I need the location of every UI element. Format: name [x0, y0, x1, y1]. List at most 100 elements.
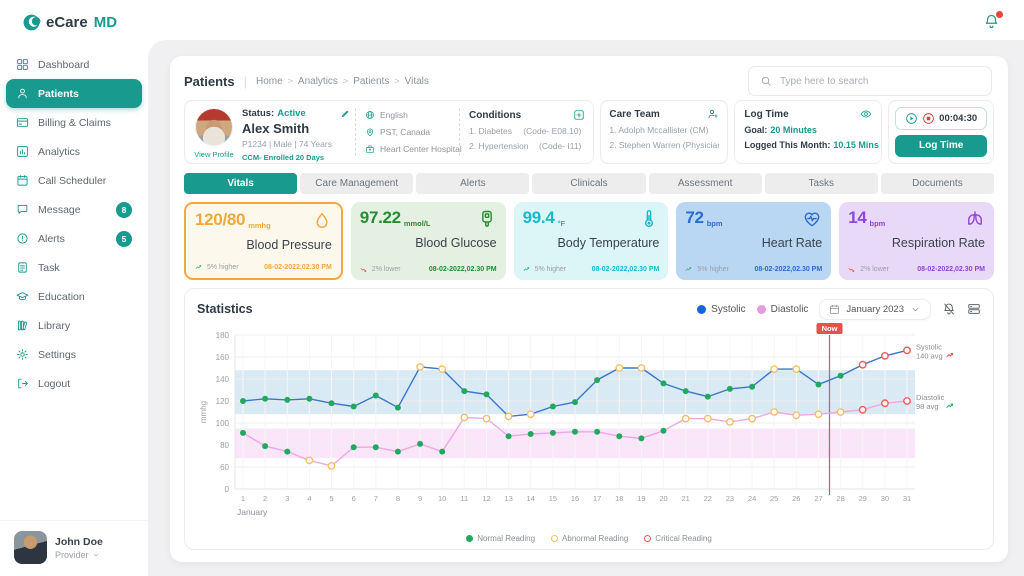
svg-text:29: 29: [859, 494, 867, 503]
add-user-icon[interactable]: [707, 108, 719, 120]
log-time-card: Log Time Goal: 20 Minutes Logged This Mon…: [734, 100, 883, 164]
svg-text:26: 26: [792, 494, 800, 503]
vital-card-blood-glucose[interactable]: 97.22 mmol/L Blood Glucose 2% lower 08-02-20…: [350, 202, 506, 280]
breadcrumb-item[interactable]: Patients: [353, 75, 390, 87]
legend-diastolic[interactable]: Diastolic: [756, 304, 808, 315]
edit-pencil-icon[interactable]: [340, 108, 351, 119]
vital-value: 14: [848, 208, 867, 227]
sidebar-item-logout[interactable]: Logout: [6, 369, 142, 398]
patient-details: English PST, Canada Heart Center Hospital: [355, 108, 462, 156]
period-select[interactable]: January 2023: [819, 298, 931, 320]
svg-text:13: 13: [504, 494, 512, 503]
tab-tasks[interactable]: Tasks: [764, 173, 878, 194]
svg-text:25: 25: [770, 494, 778, 503]
layout-icon[interactable]: [967, 302, 981, 316]
sidebar-item-analytics[interactable]: Analytics: [6, 137, 142, 166]
bell-slash-icon[interactable]: [942, 302, 956, 316]
legend-systolic[interactable]: Systolic: [697, 304, 746, 315]
svg-text:18: 18: [615, 494, 623, 503]
breadcrumb-item[interactable]: Analytics: [297, 75, 338, 87]
marker-legend-critical: Critical Reading: [644, 534, 712, 543]
vital-name: Body Temperature: [557, 236, 660, 250]
notifications-bell-icon[interactable]: [983, 11, 1003, 30]
analytics-icon: [16, 145, 29, 158]
tab-assessment[interactable]: Assessment: [648, 173, 762, 194]
vital-unit: °F: [557, 219, 566, 228]
sidebar-item-label: Alerts: [38, 232, 65, 245]
tab-alerts[interactable]: Alerts: [416, 173, 530, 194]
vital-card-blood-pressure[interactable]: 120/80 mmhg Blood Pressure 5% higher 08-02-2…: [184, 202, 343, 280]
care-team-title: Care Team: [609, 108, 660, 120]
sidebar-item-education[interactable]: Education: [6, 282, 142, 311]
svg-text:0: 0: [225, 485, 230, 494]
vital-trend: 5% higher: [685, 265, 729, 274]
svg-text:15: 15: [549, 494, 557, 503]
view-profile-link[interactable]: View Profile: [194, 150, 234, 159]
sidebar-item-label: Billing & Claims: [38, 116, 111, 129]
svg-text:5: 5: [329, 494, 333, 503]
lungs-icon: [965, 209, 985, 229]
statistics-card: Statistics Systolic Diastolic January 202…: [184, 288, 994, 550]
svg-text:12: 12: [482, 494, 490, 503]
svg-text:3: 3: [285, 494, 289, 503]
sidebar-item-billing-claims[interactable]: Billing & Claims: [6, 108, 142, 137]
brand-suffix: MD: [93, 14, 118, 31]
stop-icon[interactable]: [922, 112, 935, 125]
tab-vitals[interactable]: Vitals: [184, 173, 298, 194]
sidebar-item-label: Education: [38, 290, 85, 303]
svg-text:2: 2: [263, 494, 267, 503]
vital-name: Heart Rate: [761, 236, 823, 250]
user-profile[interactable]: John Doe Provider: [0, 520, 148, 576]
user-name: John Doe: [55, 535, 103, 548]
svg-text:6: 6: [352, 494, 356, 503]
patient-status: Status: Active: [242, 108, 351, 119]
sidebar-item-label: Task: [38, 261, 60, 274]
eye-icon[interactable]: [860, 108, 872, 120]
app-logo: eCare MD: [0, 0, 148, 40]
patient-detail: Heart Center Hospital: [365, 144, 462, 154]
sidebar-item-alerts[interactable]: Alerts 5: [6, 224, 142, 253]
sidebar: eCare MD Dashboard Patients Billing & Claim…: [0, 0, 148, 576]
user-role[interactable]: Provider: [55, 550, 103, 560]
svg-text:140 avg: 140 avg: [916, 351, 943, 360]
breadcrumb-item[interactable]: Vitals: [404, 75, 429, 87]
x-axis-month: January: [237, 507, 268, 517]
log-time-button[interactable]: Log Time: [895, 134, 987, 157]
vital-card-body-temperature[interactable]: 99.4 °F Body Temperature 5% higher 08-02-202…: [513, 202, 669, 280]
patient-detail: PST, Canada: [365, 127, 453, 137]
svg-text:27: 27: [814, 494, 822, 503]
billing-icon: [16, 116, 29, 129]
search-box[interactable]: [748, 66, 992, 96]
sidebar-item-settings[interactable]: Settings: [6, 340, 142, 369]
svg-text:17: 17: [593, 494, 601, 503]
vital-date: 08-02-2022,02.30 PM: [591, 266, 660, 273]
svg-text:23: 23: [726, 494, 734, 503]
sidebar-item-label: Settings: [38, 348, 76, 361]
legend-dot: [697, 304, 707, 314]
tab-documents[interactable]: Documents: [880, 173, 994, 194]
play-icon[interactable]: [905, 112, 918, 125]
breadcrumb-divider: |: [243, 73, 247, 89]
tab-clinicals[interactable]: Clinicals: [532, 173, 646, 194]
statistics-header: Statistics Systolic Diastolic January 202…: [197, 297, 981, 321]
patient-detail: English: [365, 110, 453, 120]
sidebar-item-call-scheduler[interactable]: Call Scheduler: [6, 166, 142, 195]
sidebar-item-dashboard[interactable]: Dashboard: [6, 50, 142, 79]
timer-card: 00:04:30 Log Time: [888, 100, 994, 164]
sidebar-item-task[interactable]: Task: [6, 253, 142, 282]
tab-care-management[interactable]: Care Management: [300, 173, 414, 194]
sidebar-item-patients[interactable]: Patients: [6, 79, 142, 108]
svg-text:16: 16: [571, 494, 579, 503]
care-team-member: 1. Adolph Mccallister (CM): [609, 125, 709, 135]
patient-avatar: [195, 108, 233, 146]
goal-value: 20 Minutes: [770, 125, 817, 135]
vital-card-heart-rate[interactable]: 72 bpm Heart Rate 5% higher 08-02-2022,02.30…: [676, 202, 832, 280]
plus-square-icon[interactable]: [573, 109, 585, 121]
sidebar-item-library[interactable]: Library: [6, 311, 142, 340]
search-input[interactable]: [780, 75, 980, 87]
y-axis-label: mmhg: [199, 401, 208, 423]
sidebar-item-message[interactable]: Message 8: [6, 195, 142, 224]
vital-card-respiration-rate[interactable]: 14 bpm Respiration Rate 2% lower 08-02-2022,…: [839, 202, 994, 280]
breadcrumb-item[interactable]: Home: [255, 75, 283, 87]
vital-name: Respiration Rate: [891, 236, 985, 250]
